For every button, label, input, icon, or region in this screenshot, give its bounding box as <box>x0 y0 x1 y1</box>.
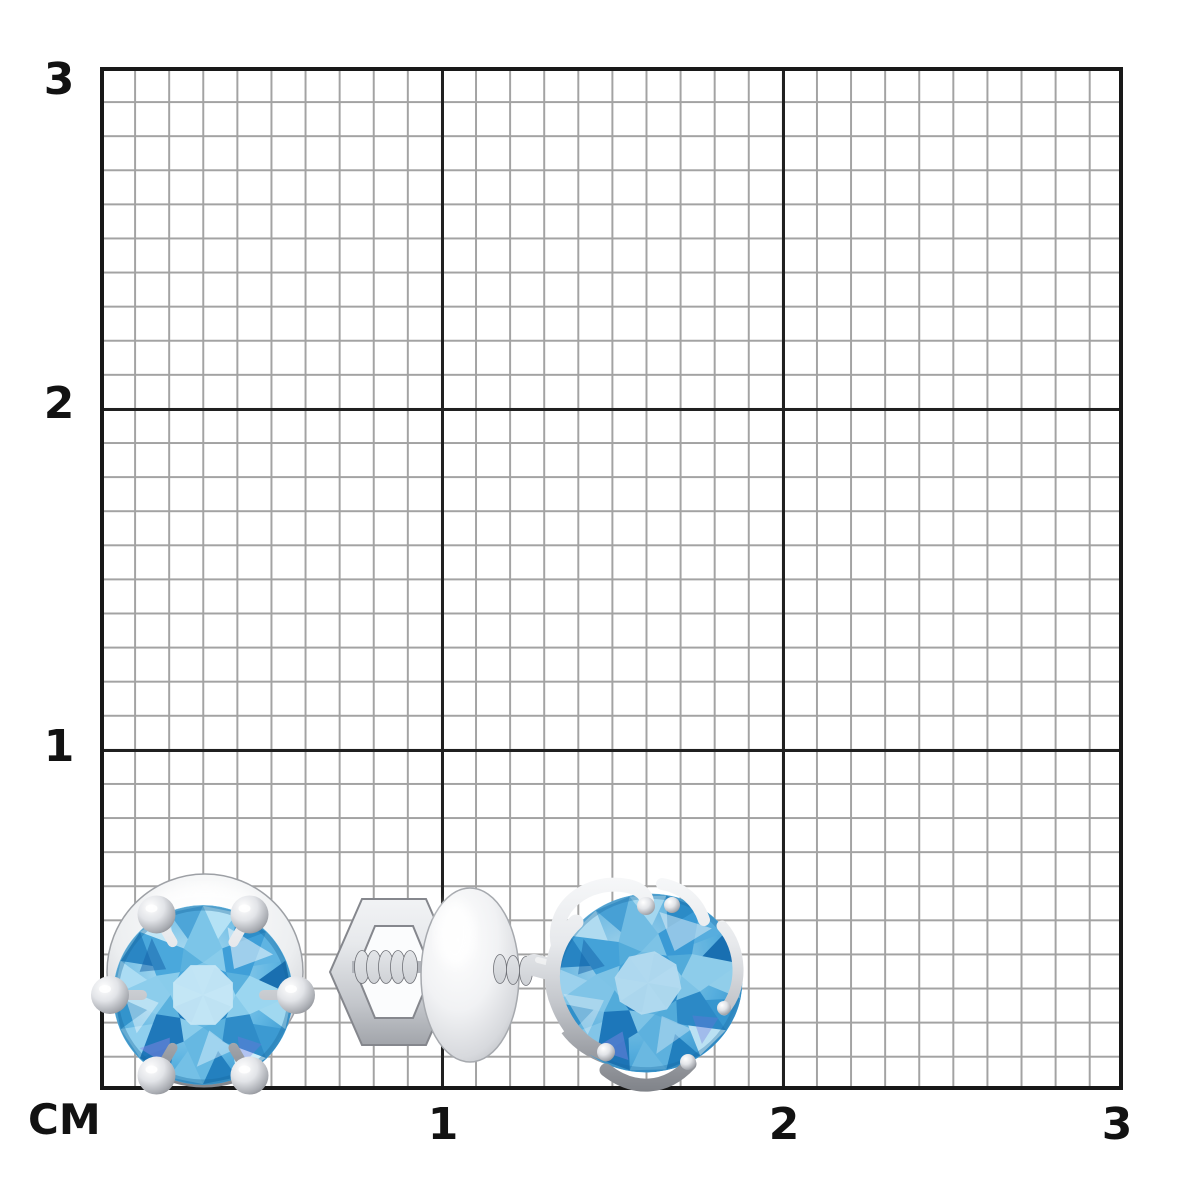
gem-facet <box>654 1000 678 1024</box>
stud-earring-side-view <box>544 877 744 1092</box>
gem-facet <box>692 1015 719 1045</box>
gem-facet <box>618 942 642 966</box>
prong-ball-highlight <box>99 985 111 993</box>
gem-facet <box>629 1032 667 1071</box>
screw-threads-left <box>354 950 418 984</box>
x-axis-label-1: 1 <box>427 1099 459 1150</box>
gem-facet <box>203 948 226 973</box>
gem-facet <box>183 905 223 995</box>
prong-ball <box>137 1056 176 1095</box>
gem-facet <box>183 995 223 1085</box>
gem-facet <box>614 951 682 1015</box>
gem-facet <box>684 1016 726 1056</box>
gemstone-front <box>113 905 293 1085</box>
gem-facet <box>113 975 203 1015</box>
gem-facet <box>196 1030 235 1067</box>
gem-facet <box>656 1015 692 1054</box>
gem-facet <box>139 938 167 972</box>
gem-facet <box>556 967 597 1003</box>
gem-facet <box>203 1017 226 1042</box>
y-axis-label-3: 3 <box>43 54 75 105</box>
gem-facet <box>666 1027 701 1070</box>
gem-facet <box>180 948 203 973</box>
gem-facet <box>629 1010 655 1033</box>
gem-facet <box>180 1017 203 1042</box>
disc-highlight <box>436 900 474 966</box>
screw-threads-right <box>493 954 533 986</box>
prong-ball <box>230 1056 269 1095</box>
y-axis-label-1: 1 <box>43 721 75 772</box>
gem-facet <box>577 939 605 975</box>
x-axis-label-2: 2 <box>768 1099 800 1150</box>
prong-ball <box>91 976 129 1014</box>
stud-earring-front-view <box>91 873 315 1095</box>
prong-balls <box>91 895 315 1095</box>
gem-facet <box>173 965 233 1025</box>
gem-facet <box>659 911 712 951</box>
prong-ball-highlight <box>238 904 251 913</box>
gem-facet <box>156 995 181 1018</box>
prong-ball <box>230 895 269 934</box>
prong-ball-highlight <box>145 1065 158 1074</box>
y-axis-label-2: 2 <box>43 378 75 429</box>
gem-facet <box>156 972 181 995</box>
prong-ball-highlight <box>238 1065 251 1074</box>
gem-facet <box>225 995 250 1018</box>
x-axis-label-3: 3 <box>1101 1099 1133 1150</box>
prong-ball-highlight <box>145 904 158 913</box>
gem-facet <box>676 975 700 1001</box>
claw-tips <box>597 897 731 1070</box>
gem-facet <box>563 993 604 1035</box>
gem-facet <box>641 933 667 956</box>
gemstone-side <box>553 893 743 1073</box>
gem-facet <box>203 975 293 1015</box>
prong-ball <box>137 895 176 934</box>
gem-facet <box>666 954 692 976</box>
earrings-photo <box>91 873 744 1095</box>
prong-ball-highlight <box>285 985 297 993</box>
gem-facet <box>225 972 250 995</box>
gem-facet <box>595 896 630 939</box>
gem-facet <box>604 990 630 1012</box>
gem-facet <box>596 965 620 991</box>
unit-label: CM <box>28 1095 101 1144</box>
gem-facet <box>570 910 612 950</box>
prong-ball <box>277 976 315 1014</box>
